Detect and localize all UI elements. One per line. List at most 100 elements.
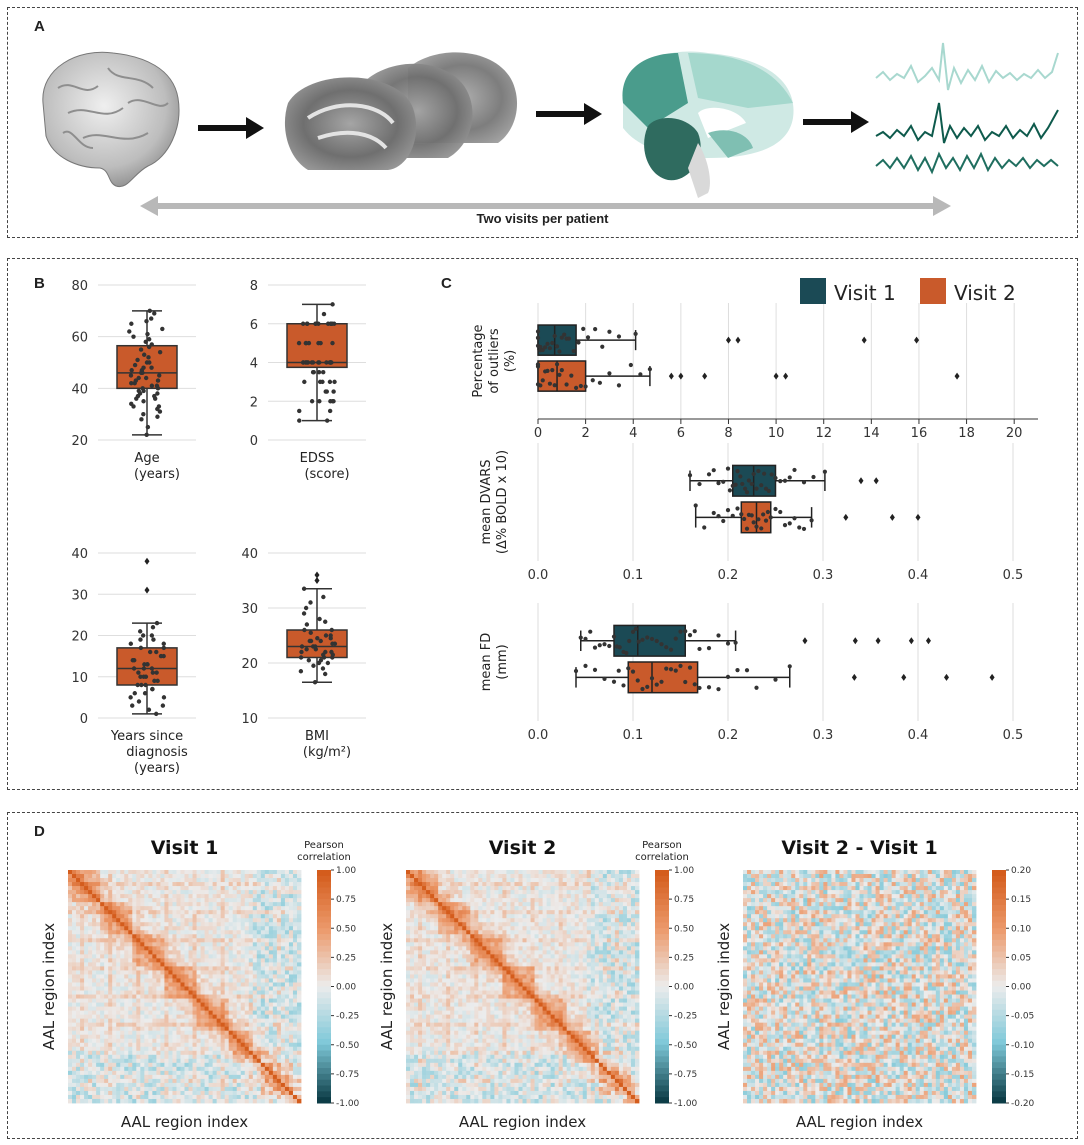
heatmap-cell: [200, 1058, 205, 1064]
heatmap-cell: [208, 922, 214, 927]
heatmap-cell: [184, 994, 189, 999]
heatmap-cell: [260, 1082, 266, 1088]
heatmap-cell: [466, 906, 471, 911]
outlier-marker: [314, 577, 320, 584]
colorbar-segment: [317, 1085, 331, 1092]
heatmap-cell: [68, 886, 73, 891]
heatmap-cell: [418, 918, 423, 923]
heatmap-cell: [180, 1078, 185, 1084]
data-point: [330, 641, 335, 646]
heatmap-cell: [196, 986, 201, 991]
heatmap-cell: [256, 914, 262, 919]
heatmap-cell: [570, 914, 576, 919]
heatmap-cell: [224, 906, 230, 911]
heatmap-cell: [128, 926, 133, 931]
heatmap-cell: [168, 878, 173, 883]
heatmap-cell: [116, 874, 121, 879]
heatmap-cell: [224, 1022, 230, 1028]
heatmap-cell: [108, 1054, 113, 1060]
heatmap-cell: [200, 1042, 205, 1048]
heatmap-cell: [132, 934, 137, 939]
heatmap-cell: [68, 1054, 73, 1060]
heatmap-cell: [582, 878, 588, 883]
heatmap-cell: [276, 1006, 282, 1012]
heatmap-cell: [112, 894, 117, 899]
heatmap-cell: [244, 978, 250, 983]
heatmap-cell: [108, 954, 113, 959]
heatmap-cell: [72, 1022, 77, 1028]
heatmap-cell: [232, 946, 238, 951]
heatmap-cell: [534, 898, 539, 903]
heatmap-cell: [128, 974, 133, 979]
heatmap-cell: [148, 990, 153, 995]
heatmap-cell: [212, 918, 218, 923]
heatmap-cell: [288, 1030, 294, 1036]
heatmap-cell: [80, 894, 85, 899]
heatmap-cell: [566, 910, 572, 915]
heatmap-cell: [602, 878, 608, 883]
heatmap-cell: [88, 926, 93, 931]
data-point: [607, 643, 612, 649]
heatmap-cell: [288, 990, 294, 995]
heatmap-cell: [72, 1070, 77, 1076]
heatmap-cell: [164, 870, 169, 875]
heatmap-cell: [100, 1058, 105, 1064]
heatmap-cell: [502, 910, 507, 915]
data-point: [151, 637, 156, 642]
heatmap-cell: [598, 882, 604, 887]
heatmap-cell: [184, 938, 189, 943]
heatmap-cell: [104, 950, 109, 955]
heatmap-cell: [80, 1066, 85, 1072]
heatmap-cell: [136, 1026, 141, 1032]
heatmap-cell: [208, 906, 214, 911]
heatmap-cell: [292, 1082, 298, 1088]
heatmap-cell: [192, 1054, 197, 1060]
heatmap-cell: [116, 998, 121, 1003]
heatmap-cell: [184, 914, 189, 919]
heatmap-cell: [248, 910, 254, 915]
heatmap-cell: [92, 1090, 97, 1096]
heatmap-cell: [180, 962, 185, 967]
heatmap-cell: [172, 1094, 177, 1100]
data-point: [740, 481, 745, 487]
heatmap-cell: [216, 1022, 222, 1028]
heatmap-cell: [68, 1046, 73, 1052]
heatmap-cell: [72, 1046, 77, 1052]
heatmap-cell: [550, 934, 556, 939]
heatmap-cell: [438, 914, 443, 919]
heatmap-cell: [244, 1022, 250, 1028]
heatmap-cell: [288, 966, 294, 971]
heatmap-cell: [188, 1078, 193, 1084]
heatmap-cell: [164, 886, 169, 891]
heatmap-cell: [220, 1086, 226, 1092]
heatmap-cell: [136, 1066, 141, 1072]
heatmap-cell: [240, 1094, 246, 1100]
heatmap-cell: [506, 922, 511, 927]
data-point: [157, 349, 163, 355]
heatmap-cell: [168, 1074, 173, 1080]
heatmap-cell: [180, 1054, 185, 1060]
heatmap-cell: [296, 1070, 302, 1076]
heatmap-cell: [252, 998, 258, 1003]
data-point: [330, 302, 335, 307]
heatmap-cell: [100, 1074, 105, 1080]
heatmap-cell: [100, 1090, 105, 1096]
heatmap-cell: [124, 934, 129, 939]
heatmap-cell: [204, 1038, 210, 1044]
heatmap-cell: [558, 914, 564, 919]
heatmap-cell: [68, 930, 73, 935]
heatmap-cell: [208, 1094, 214, 1100]
heatmap-cell: [514, 894, 519, 899]
heatmap-cell: [152, 898, 157, 903]
heatmap-cell: [288, 1066, 294, 1072]
heatmap-cell: [128, 1022, 133, 1028]
heatmap-cell: [296, 914, 302, 919]
heatmap-cell: [538, 882, 543, 887]
heatmap-cell: [140, 942, 145, 947]
heatmap-cell: [184, 1090, 189, 1096]
heatmap-cell: [80, 1070, 85, 1076]
data-point: [311, 663, 316, 668]
heatmap-cell: [80, 942, 85, 947]
heatmap-cell: [120, 1090, 125, 1096]
heatmap-cell: [204, 958, 210, 963]
